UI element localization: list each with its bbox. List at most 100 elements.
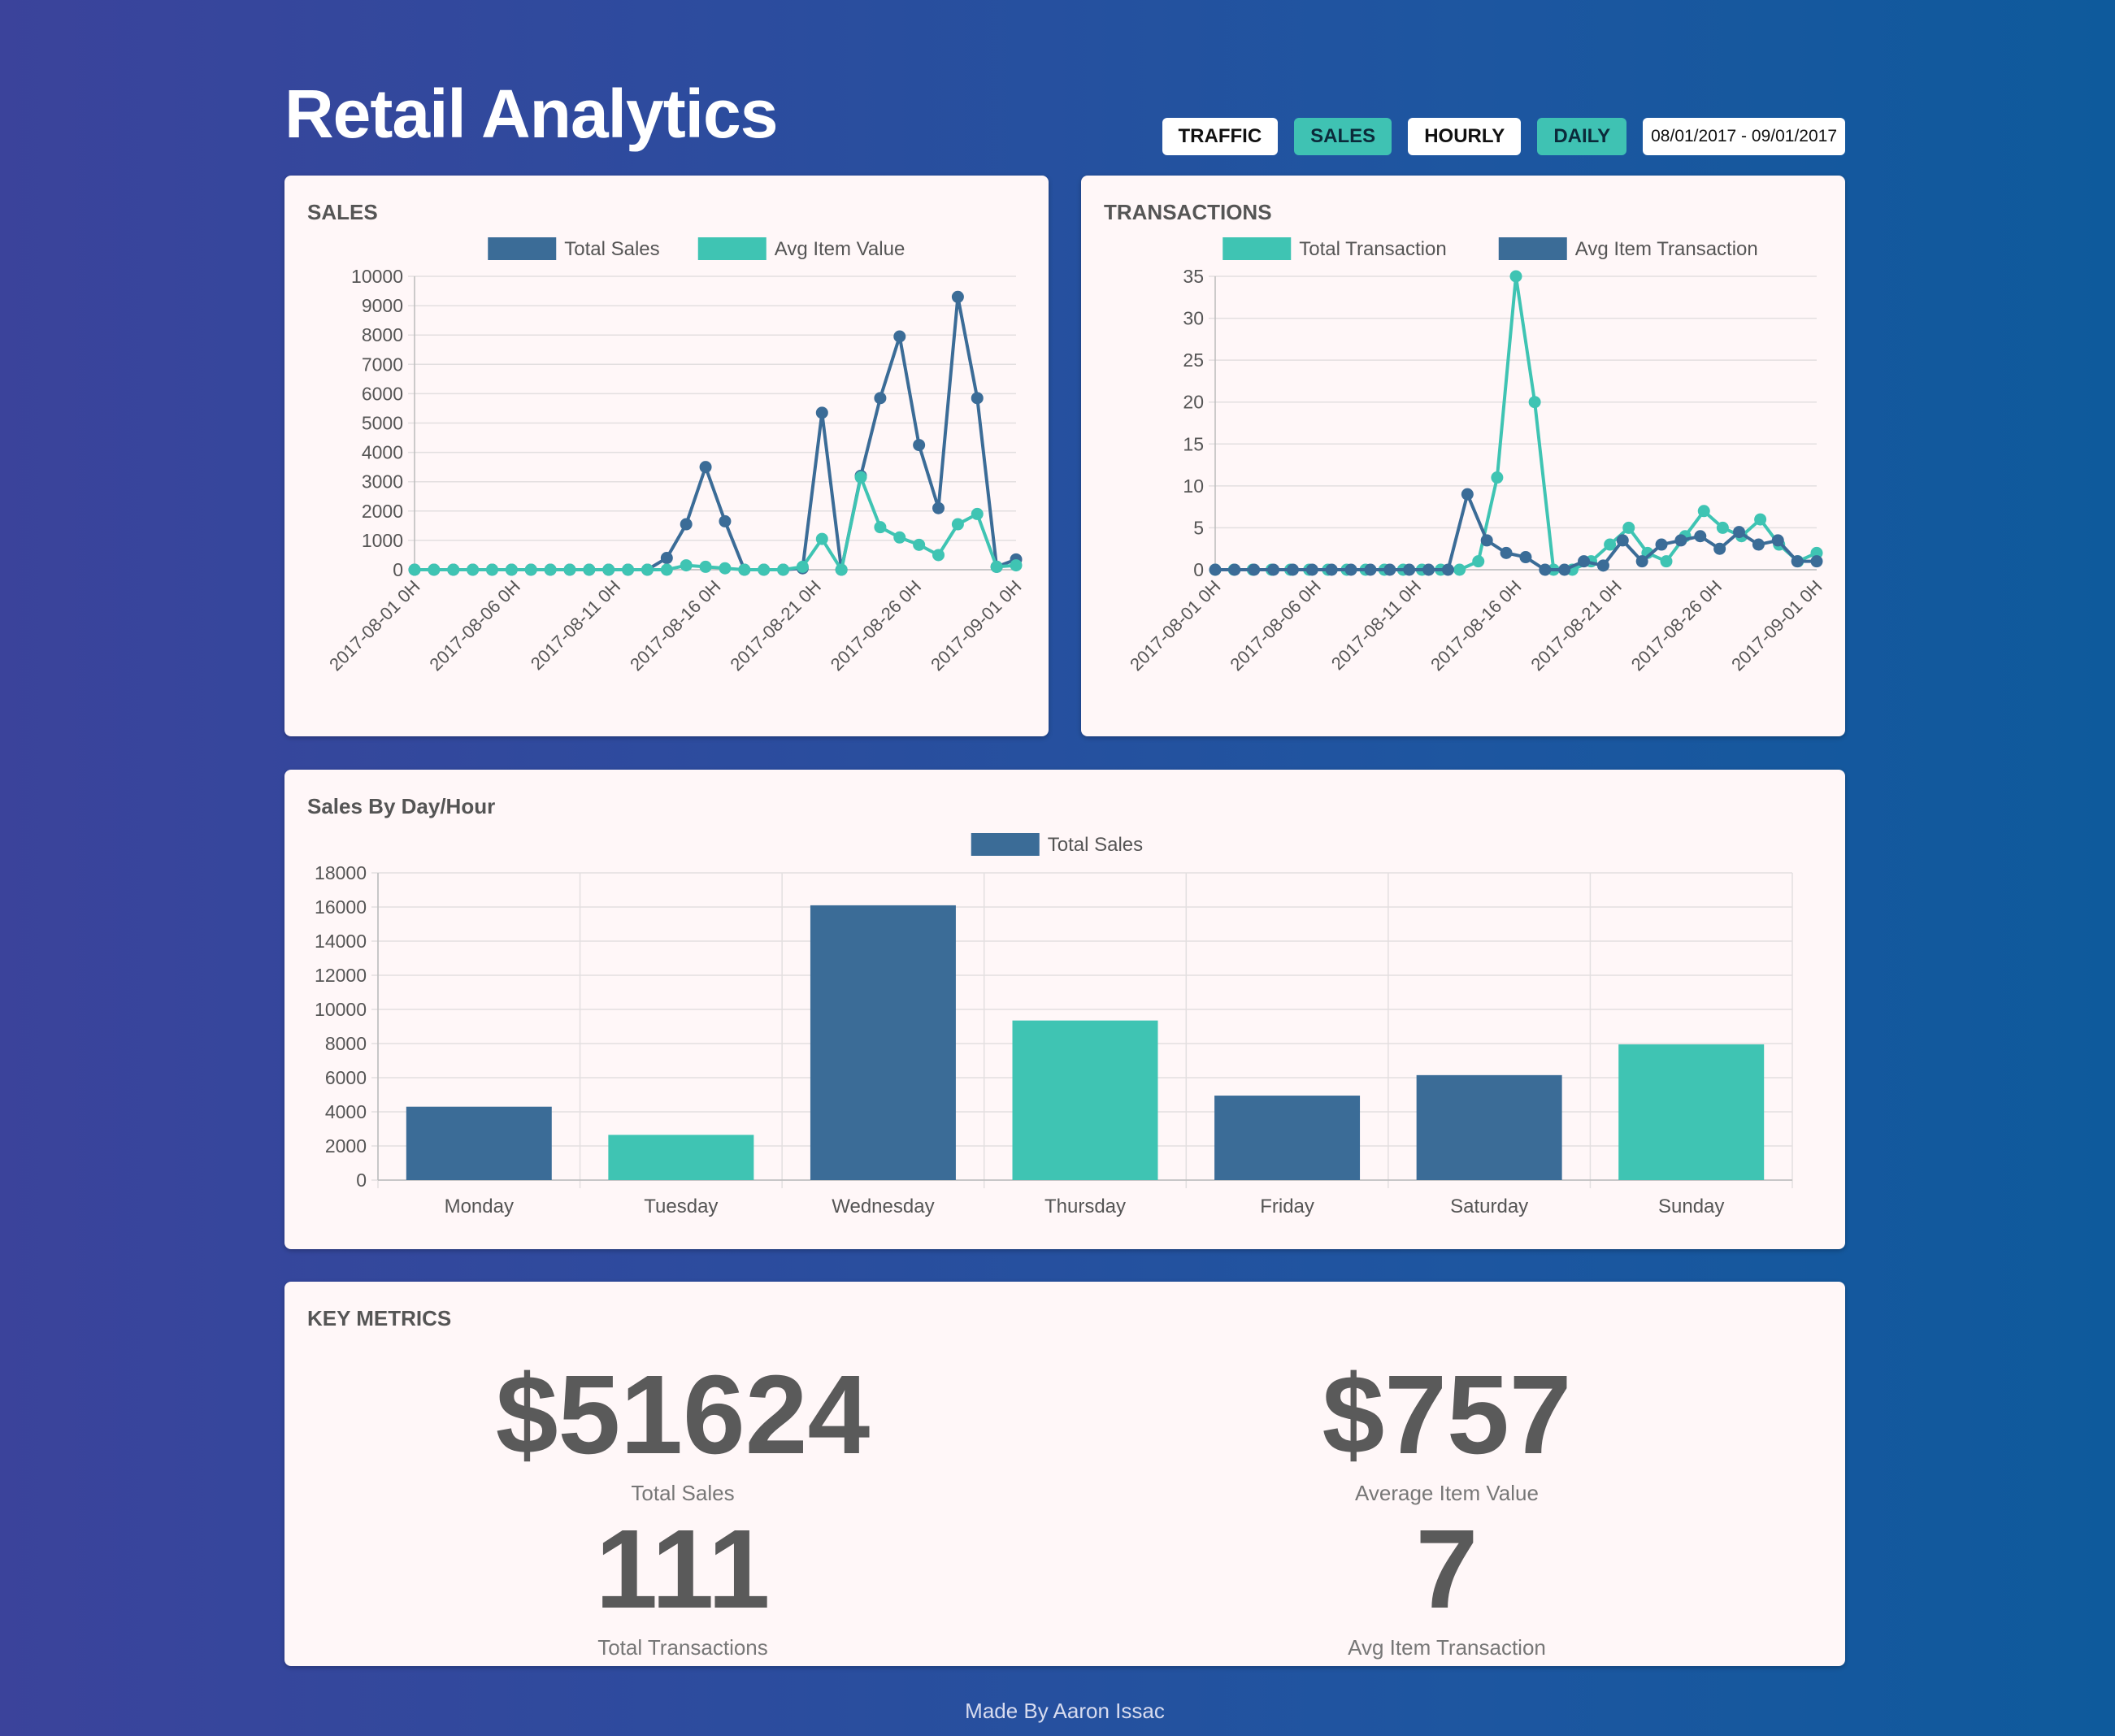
x-tick-label: 2017-09-01 0H [927, 576, 1025, 675]
data-point [1604, 538, 1617, 551]
y-tick-label: 2000 [362, 501, 403, 522]
date-range-picker[interactable]: 08/01/2017 - 09/01/2017 [1643, 118, 1845, 155]
data-point [1383, 563, 1396, 576]
data-point [719, 562, 732, 575]
y-tick-label: 12000 [315, 965, 367, 986]
sales-button[interactable]: SALES [1294, 118, 1392, 155]
toolbar: TRAFFIC SALES HOURLY DAILY 08/01/2017 - … [1162, 118, 1845, 155]
data-point [1810, 546, 1823, 559]
data-point [1616, 534, 1629, 547]
y-tick-label: 8000 [325, 1033, 367, 1054]
data-point [758, 563, 771, 576]
x-tick-label: 2017-08-21 0H [1527, 576, 1625, 675]
series-line [415, 296, 1017, 571]
x-tick-label: 2017-08-26 0H [827, 576, 925, 675]
data-point [990, 560, 1003, 573]
data-point [563, 563, 576, 576]
data-point [699, 560, 712, 573]
data-point [1364, 563, 1377, 576]
data-point [1305, 563, 1318, 576]
data-point [1694, 530, 1707, 543]
y-tick-label: 4000 [362, 442, 403, 463]
data-point [1010, 559, 1023, 572]
data-point [1461, 488, 1474, 501]
data-point [1622, 521, 1635, 534]
data-point [1422, 563, 1435, 576]
data-point [1209, 563, 1222, 576]
y-tick-label: 0 [356, 1170, 367, 1191]
x-tick-label: 2017-08-11 0H [1327, 576, 1425, 674]
metric-label: Total Transactions [597, 1635, 768, 1660]
data-point [1500, 546, 1513, 559]
sales-by-day-card: Sales By Day/Hour 0 2000 4000 6000 8000 10000… [284, 770, 1845, 1249]
metric-value: $757 [1322, 1352, 1572, 1478]
data-point [1480, 534, 1493, 547]
data-point [1655, 538, 1668, 551]
data-point [1697, 505, 1710, 518]
y-tick-label: 2000 [325, 1135, 367, 1157]
data-point [699, 461, 712, 474]
x-tick-label: Friday [1260, 1196, 1314, 1217]
data-point [874, 521, 887, 534]
data-point [1528, 396, 1541, 409]
y-tick-label: 5 [1193, 517, 1204, 538]
data-point [1344, 563, 1357, 576]
data-point [893, 330, 906, 343]
y-tick-label: 3000 [362, 471, 403, 493]
metric-total-transactions: 111 Total Transactions [398, 1513, 967, 1660]
data-point [1472, 555, 1485, 568]
data-point [1635, 555, 1648, 568]
key-metrics-card-title: KEY METRICS [307, 1306, 452, 1330]
bar [810, 905, 956, 1180]
page: Retail Analytics TRAFFIC SALES HOURLY DA… [284, 0, 1845, 1736]
data-point [1713, 542, 1726, 555]
data-point [505, 563, 518, 576]
bar [1618, 1044, 1765, 1180]
data-point [835, 563, 848, 576]
y-tick-label: 5000 [362, 413, 403, 434]
legend-label: Total Sales [1048, 834, 1143, 856]
traffic-button[interactable]: TRAFFIC [1162, 118, 1279, 155]
data-point [971, 507, 984, 520]
sales-card: SALES 0 1000 2000 3000 4000 5000 6000 7000 8000 9… [284, 176, 1049, 736]
data-point [719, 514, 732, 527]
data-point [1752, 538, 1765, 551]
y-tick-label: 0 [1193, 559, 1204, 580]
data-point [1325, 563, 1338, 576]
x-tick-label: 2017-08-06 0H [425, 576, 523, 675]
transactions-card-title: TRANSACTIONS [1104, 200, 1272, 224]
daily-button[interactable]: DAILY [1537, 118, 1627, 155]
data-point [1441, 563, 1454, 576]
data-point [680, 518, 693, 531]
data-point [854, 471, 867, 484]
data-point [583, 563, 596, 576]
data-point [893, 531, 906, 544]
bar [1214, 1096, 1361, 1180]
data-point [1453, 563, 1466, 576]
bar [608, 1135, 754, 1180]
x-tick-label: Saturday [1450, 1196, 1528, 1217]
key-metrics-card: KEY METRICS $51624 Total Sales $757 Aver… [284, 1282, 1845, 1666]
footer-credit: Made By Aaron Issac [965, 1699, 1165, 1723]
metric-total-sales: $51624 Total Sales [398, 1359, 967, 1506]
y-tick-label: 16000 [315, 896, 367, 918]
x-tick-label: Tuesday [644, 1196, 718, 1217]
x-tick-label: Monday [445, 1196, 514, 1217]
sales-by-day-card-title: Sales By Day/Hour [307, 794, 496, 818]
x-tick-label: Thursday [1044, 1196, 1126, 1217]
metric-avg-item-transaction: 7 Avg Item Transaction [1162, 1513, 1731, 1660]
hourly-button[interactable]: HOURLY [1408, 118, 1522, 155]
sales-by-day-bar-chart: 0 2000 4000 6000 8000 10000 12000 14000 16000 180… [315, 833, 1793, 1217]
metric-label: Avg Item Transaction [1348, 1635, 1546, 1660]
y-tick-label: 9000 [362, 295, 403, 316]
transactions-card: TRANSACTIONS 0 5 10 15 20 25 30 35 2017-08-01 0H… [1081, 176, 1845, 736]
metric-label: Total Sales [631, 1481, 735, 1505]
metric-label: Average Item Value [1355, 1481, 1539, 1505]
data-point [1810, 555, 1823, 568]
data-point [1754, 513, 1767, 526]
data-point [1674, 534, 1687, 547]
data-point [738, 563, 751, 576]
y-tick-label: 18000 [315, 862, 367, 883]
data-point [796, 560, 809, 573]
y-tick-label: 7000 [362, 354, 403, 375]
